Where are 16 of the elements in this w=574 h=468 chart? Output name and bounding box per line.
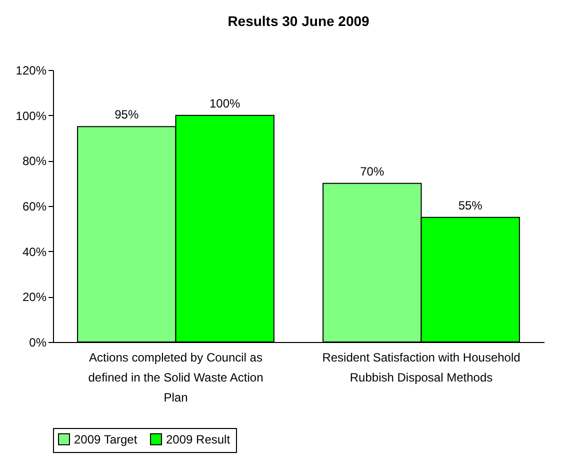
chart-title: Results 30 June 2009 xyxy=(228,13,370,29)
y-tick-label: 120% xyxy=(16,64,47,78)
y-tick-label: 20% xyxy=(22,290,47,304)
y-tick-label: 100% xyxy=(16,108,47,123)
data-label: 95% xyxy=(114,108,139,122)
legend-label: 2009 Target xyxy=(74,432,138,446)
legend-label: 2009 Result xyxy=(166,432,231,446)
y-tick-label: 60% xyxy=(22,200,47,214)
data-label: 55% xyxy=(458,198,483,212)
y-tick-label: 80% xyxy=(22,154,47,168)
data-label: 100% xyxy=(210,96,241,110)
y-tick-label: 0% xyxy=(29,336,47,350)
x-tick-label: Actions completed by Council as defined in the Solid Waste Action Plan xyxy=(88,350,264,404)
data-label: 70% xyxy=(360,164,384,178)
x-tick-label: Resident Satisfaction with Household Rubbish Disposal Methods xyxy=(322,350,520,384)
y-tick-label: 40% xyxy=(22,244,47,259)
